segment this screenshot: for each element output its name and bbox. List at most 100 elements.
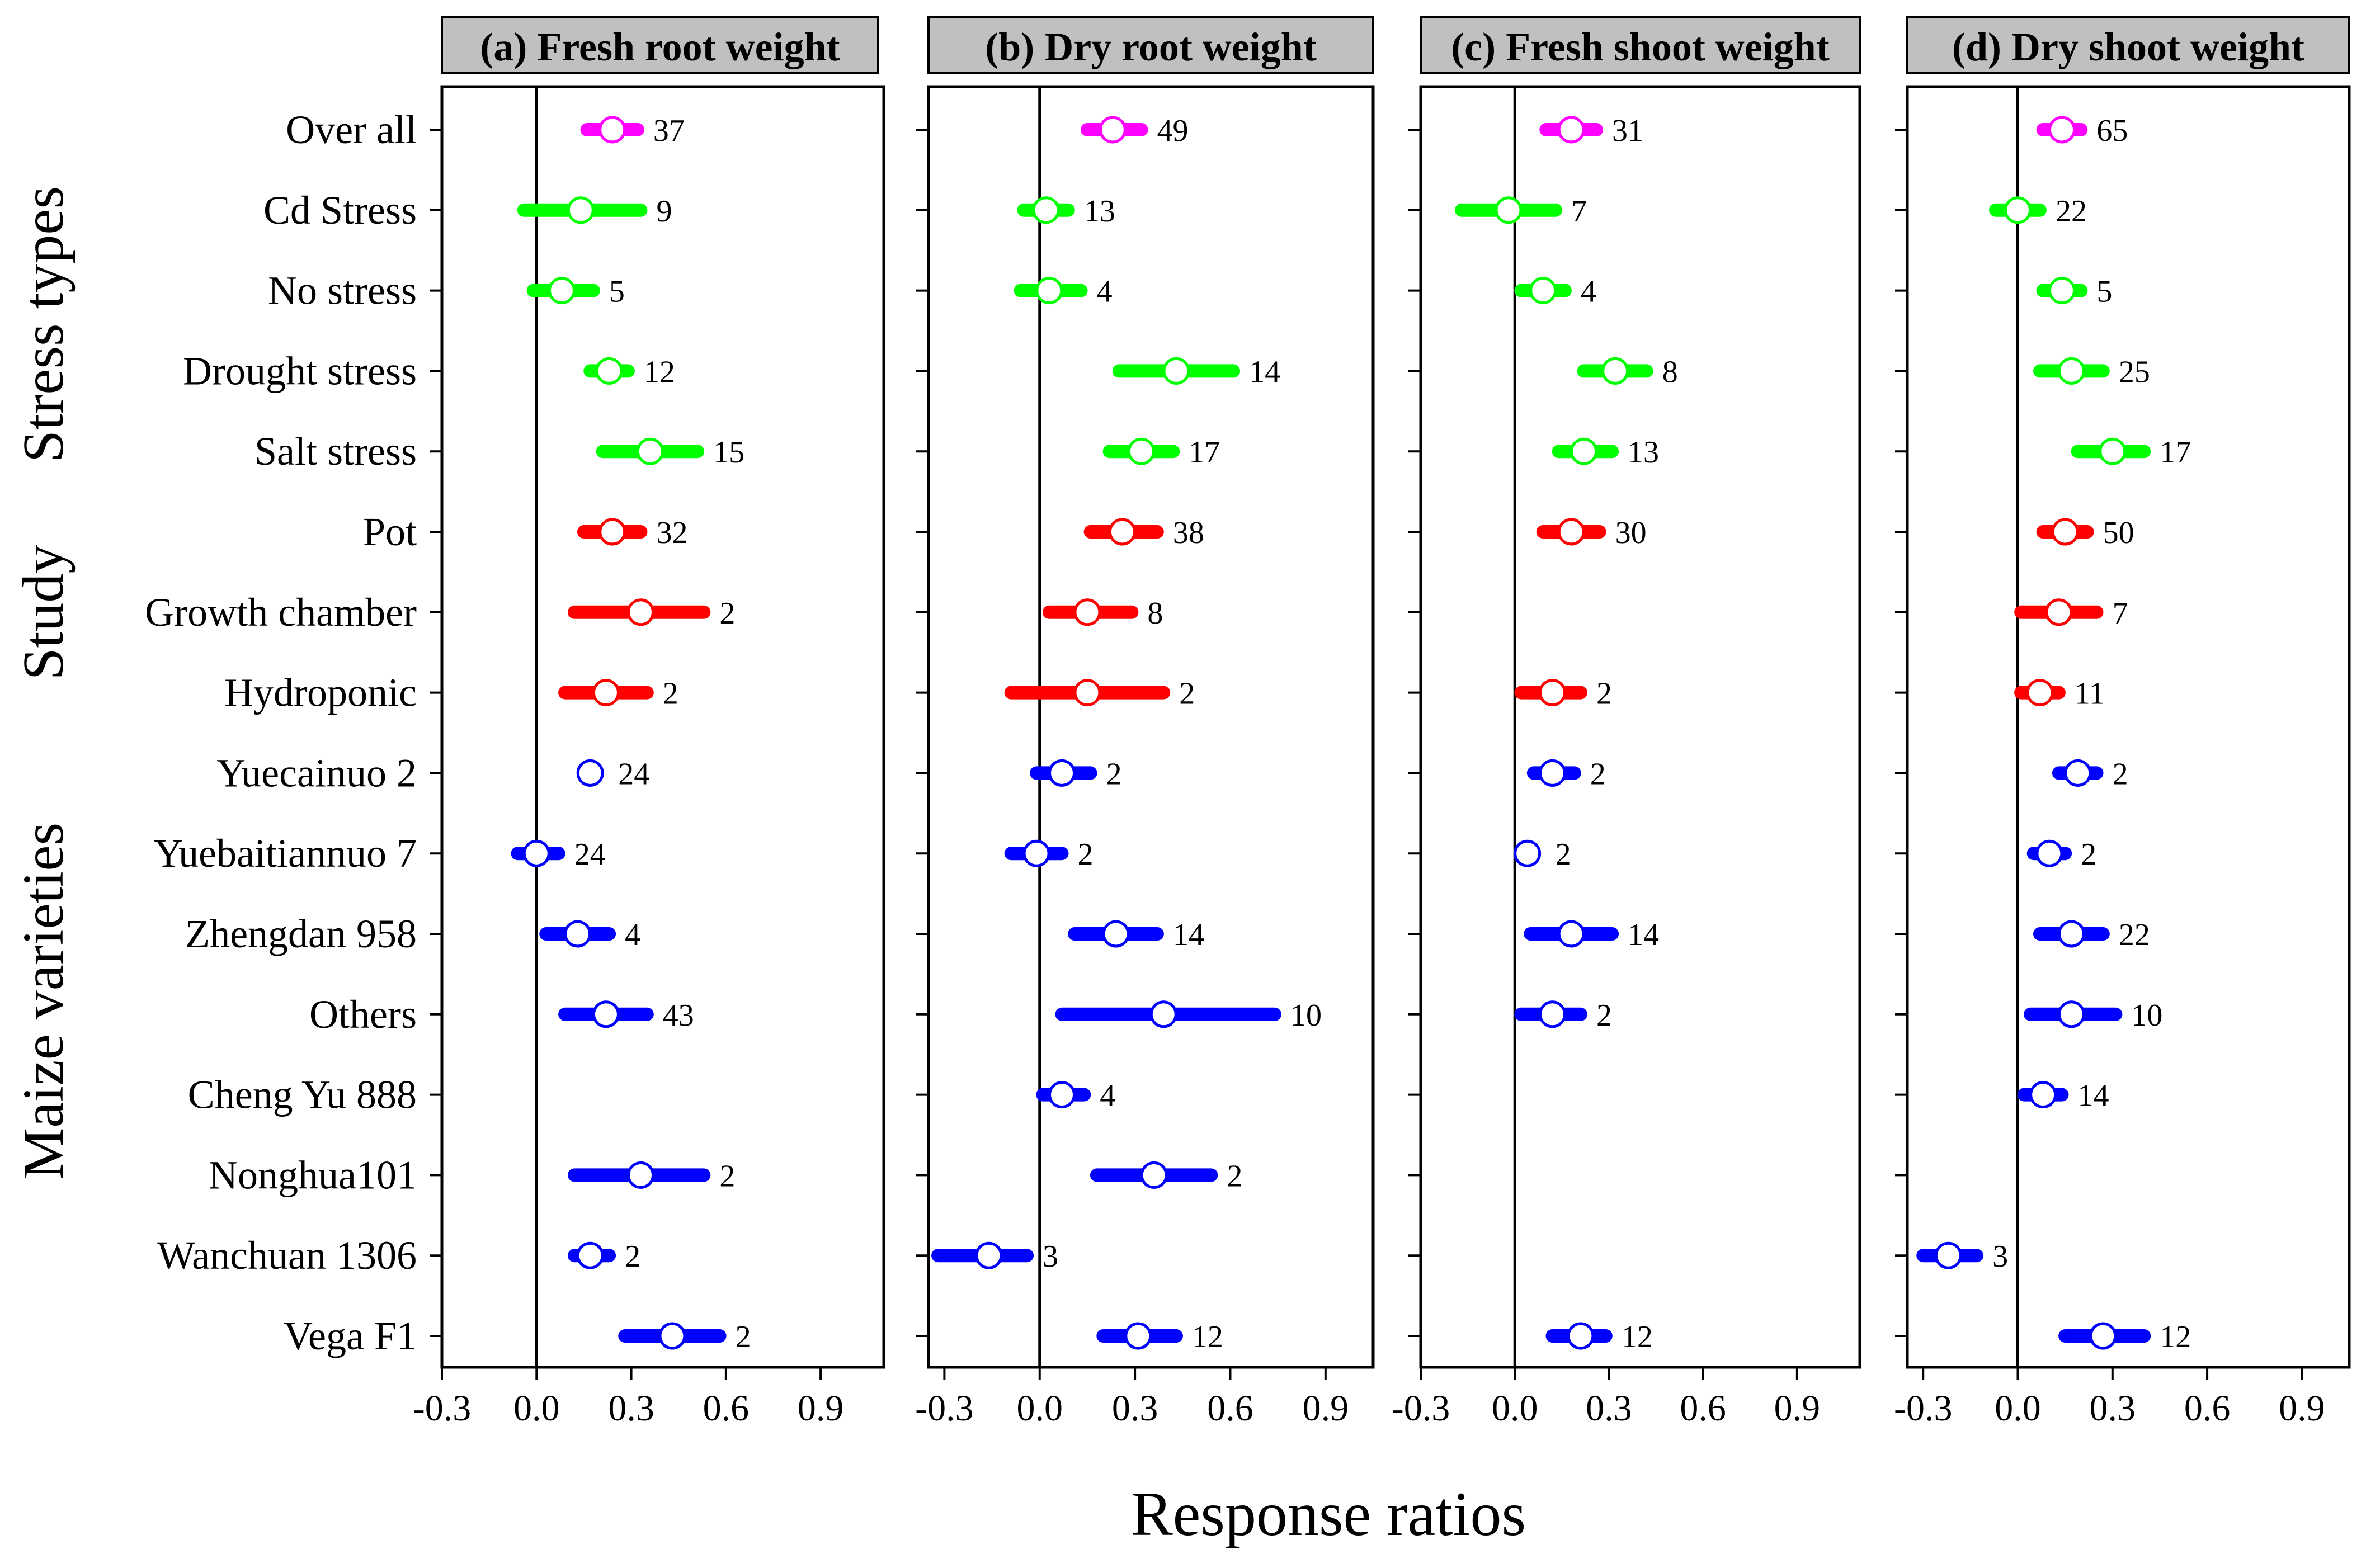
sample-size-label: 2 bbox=[1179, 677, 1195, 711]
row-label-pot: Pot bbox=[363, 509, 417, 554]
mean-marker bbox=[1567, 1322, 1595, 1350]
point-vega-f1: 12 bbox=[1096, 1320, 1223, 1354]
sample-size-label: 24 bbox=[574, 837, 606, 872]
point-over-all: 31 bbox=[1539, 114, 1643, 148]
mean-marker bbox=[576, 759, 604, 787]
mean-marker bbox=[1162, 357, 1190, 385]
mean-marker bbox=[658, 1322, 686, 1350]
x-tick-label: 0.3 bbox=[1586, 1388, 1632, 1429]
sample-size-label: 12 bbox=[1192, 1320, 1223, 1354]
point-pot: 32 bbox=[577, 516, 688, 550]
x-tick-label: -0.3 bbox=[1894, 1388, 1952, 1429]
point-growth-chamber: 8 bbox=[1042, 596, 1163, 631]
sample-size-label: 13 bbox=[1628, 435, 1659, 470]
point-no-stress: 5 bbox=[2036, 275, 2112, 309]
sample-size-label: 12 bbox=[1622, 1320, 1653, 1354]
point-wanchuan-1306: 3 bbox=[1916, 1239, 2008, 1274]
panel-frame bbox=[927, 85, 1375, 1369]
row-label-vega-f1: Vega F1 bbox=[284, 1314, 417, 1358]
point-over-all: 49 bbox=[1080, 114, 1188, 148]
sample-size-label: 32 bbox=[657, 516, 688, 550]
mean-marker bbox=[2064, 759, 2092, 787]
mean-marker bbox=[2089, 1322, 2117, 1350]
sample-size-label: 38 bbox=[1173, 516, 1204, 550]
x-tick-label: -0.3 bbox=[1392, 1388, 1450, 1429]
mean-marker bbox=[636, 437, 664, 465]
mean-marker bbox=[1529, 277, 1557, 305]
mean-marker bbox=[2026, 679, 2054, 707]
mean-marker bbox=[2057, 1000, 2085, 1028]
point-salt-stress: 17 bbox=[1102, 435, 1220, 470]
sample-size-label: 8 bbox=[1147, 596, 1163, 631]
row-label-salt-stress: Salt stress bbox=[254, 429, 417, 474]
mean-marker bbox=[576, 1241, 604, 1269]
point-yuecainuo-2: 2 bbox=[2052, 757, 2128, 791]
x-tick-label: 0.9 bbox=[798, 1388, 844, 1429]
point-others: 10 bbox=[1055, 998, 1322, 1033]
sample-size-label: 22 bbox=[2056, 194, 2087, 229]
sample-size-label: 10 bbox=[1290, 998, 1322, 1033]
mean-marker bbox=[1048, 1081, 1076, 1109]
mean-marker bbox=[2035, 839, 2063, 867]
sample-size-label: 2 bbox=[719, 1159, 735, 1193]
sample-size-label: 3 bbox=[1992, 1239, 2008, 1274]
mean-marker bbox=[1140, 1161, 1168, 1189]
mean-marker bbox=[1557, 920, 1585, 948]
x-tick-label: 0.9 bbox=[1774, 1388, 1821, 1429]
sample-size-label: 14 bbox=[1173, 918, 1204, 952]
sample-size-label: 65 bbox=[2096, 114, 2128, 148]
point-salt-stress: 13 bbox=[1552, 435, 1659, 470]
x-tick-label: 0.6 bbox=[1207, 1388, 1253, 1429]
point-growth-chamber: 7 bbox=[2014, 596, 2128, 631]
point-cd-stress: 22 bbox=[1989, 194, 2087, 229]
sample-size-label: 2 bbox=[1078, 837, 1094, 872]
x-tick-label: 0.6 bbox=[1680, 1388, 1726, 1429]
sample-size-label: 2 bbox=[2081, 837, 2096, 872]
x-tick-label: 0.9 bbox=[1303, 1388, 1349, 1429]
mean-marker bbox=[1048, 759, 1076, 787]
sample-size-label: 12 bbox=[2160, 1320, 2191, 1354]
sample-size-label: 17 bbox=[1189, 435, 1220, 470]
mean-marker bbox=[1539, 759, 1566, 787]
mean-marker bbox=[1108, 518, 1136, 546]
mean-marker bbox=[567, 196, 595, 224]
row-label-yuecainuo-2: Yuecainuo 2 bbox=[216, 750, 417, 795]
sample-size-label: 17 bbox=[2160, 435, 2191, 470]
group-label-maize-varieties: Maize varieties bbox=[11, 823, 76, 1179]
point-zhengdan-958: 4 bbox=[539, 918, 640, 952]
mean-marker bbox=[598, 116, 626, 144]
sample-size-label: 30 bbox=[1615, 516, 1647, 550]
point-hydroponic: 11 bbox=[2014, 677, 2105, 711]
sample-size-label: 4 bbox=[1097, 275, 1113, 309]
panel-title-box bbox=[1906, 16, 2350, 74]
point-growth-chamber: 2 bbox=[568, 596, 735, 631]
sample-size-label: 7 bbox=[2113, 596, 2128, 631]
mean-marker bbox=[627, 598, 654, 626]
sample-size-label: 14 bbox=[1249, 355, 1280, 389]
point-wanchuan-1306: 2 bbox=[568, 1239, 640, 1274]
sample-size-label: 2 bbox=[719, 596, 735, 631]
mean-marker bbox=[548, 277, 576, 305]
x-tick-label: 0.0 bbox=[513, 1388, 560, 1429]
sample-size-label: 2 bbox=[1227, 1159, 1242, 1193]
point-wanchuan-1306: 3 bbox=[931, 1239, 1058, 1274]
x-tick-label: 0.6 bbox=[703, 1388, 750, 1429]
mean-marker bbox=[1032, 196, 1060, 224]
point-vega-f1: 12 bbox=[2058, 1320, 2191, 1354]
point-yuebaitiannuo-7: 2 bbox=[1004, 837, 1094, 872]
mean-marker bbox=[2099, 437, 2127, 465]
sample-size-label: 2 bbox=[1556, 837, 1571, 872]
sample-size-label: 2 bbox=[736, 1320, 751, 1354]
point-nonghua101: 2 bbox=[568, 1159, 735, 1193]
sample-size-label: 4 bbox=[1100, 1079, 1115, 1113]
mean-marker bbox=[627, 1161, 654, 1189]
x-tick-label: -0.3 bbox=[915, 1388, 973, 1429]
row-label-cheng-yu-888: Cheng Yu 888 bbox=[188, 1073, 417, 1117]
sample-size-label: 7 bbox=[1571, 194, 1587, 229]
x-tick-label: 0.0 bbox=[1017, 1388, 1063, 1429]
row-label-nonghua101: Nonghua101 bbox=[209, 1153, 417, 1197]
sample-size-label: 13 bbox=[1084, 194, 1115, 229]
point-salt-stress: 17 bbox=[2071, 435, 2191, 470]
sample-size-label: 15 bbox=[713, 435, 744, 470]
